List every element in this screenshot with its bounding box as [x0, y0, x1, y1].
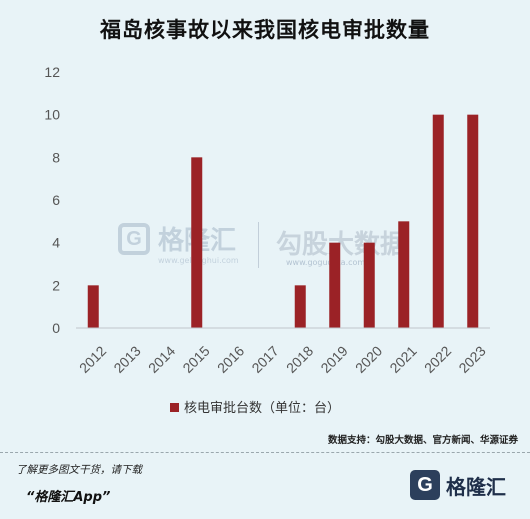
- footer-divider: [0, 452, 530, 453]
- y-tick-label: 2: [52, 277, 60, 293]
- x-tick-label: 2020: [352, 342, 385, 375]
- y-tick-label: 0: [52, 320, 60, 336]
- y-tick-label: 8: [52, 149, 60, 165]
- bar-series: [87, 114, 479, 329]
- watermark-url-2: www.gogudata.com: [286, 258, 366, 267]
- x-tick-label: 2019: [317, 342, 350, 375]
- brand-name: 格隆汇: [446, 474, 506, 499]
- x-tick-label: 2017: [248, 342, 281, 375]
- legend: 核电审批台数（单位：台）: [170, 401, 340, 416]
- bar-2012: [87, 285, 99, 328]
- brand-logo: G 格隆汇: [410, 465, 506, 505]
- x-tick-label: 2013: [110, 342, 143, 375]
- x-tick-label: 2016: [214, 342, 247, 375]
- y-axis: 0 2 4 6 8 10 12: [44, 64, 60, 336]
- x-axis: 2012 2013 2014 2015 2016 2017 2018 2019 2020 2021…: [76, 342, 489, 375]
- gelonghui-logo-icon: G: [118, 222, 150, 255]
- x-tick-label: 2023: [455, 342, 488, 375]
- footer-note: 了解更多图文干货，请下载: [16, 464, 142, 476]
- bar-2021: [398, 221, 410, 328]
- chart-title: 福岛核事故以来我国核电审批数量: [100, 18, 430, 42]
- bar-2019: [329, 242, 341, 328]
- legend-swatch: [170, 403, 179, 412]
- bar-2022: [432, 114, 444, 329]
- data-source: 数据支持：勾股大数据、官方新闻、华源证券: [327, 435, 518, 446]
- bar-2020: [363, 242, 375, 328]
- gelonghui-logo-icon: G: [410, 470, 440, 500]
- legend-label: 核电审批台数（单位：台）: [184, 401, 340, 416]
- bar-2018: [294, 285, 306, 328]
- y-tick-label: 10: [44, 107, 60, 123]
- x-tick-label: 2014: [145, 342, 178, 375]
- x-tick-label: 2018: [283, 342, 316, 375]
- gogudata-watermark: 勾股大数据: [276, 230, 407, 260]
- y-tick-label: 6: [52, 192, 60, 208]
- bar-2023: [467, 114, 479, 329]
- x-tick-label: 2022: [421, 342, 454, 375]
- y-tick-label: 4: [52, 235, 60, 251]
- x-tick-label: 2012: [76, 342, 109, 375]
- footer-app-name: “格隆汇App”: [26, 490, 111, 505]
- y-tick-label: 12: [44, 64, 60, 80]
- x-tick-label: 2015: [179, 342, 212, 375]
- bar-2015: [191, 157, 203, 328]
- x-tick-label: 2021: [386, 342, 419, 375]
- watermark-separator: [258, 222, 259, 268]
